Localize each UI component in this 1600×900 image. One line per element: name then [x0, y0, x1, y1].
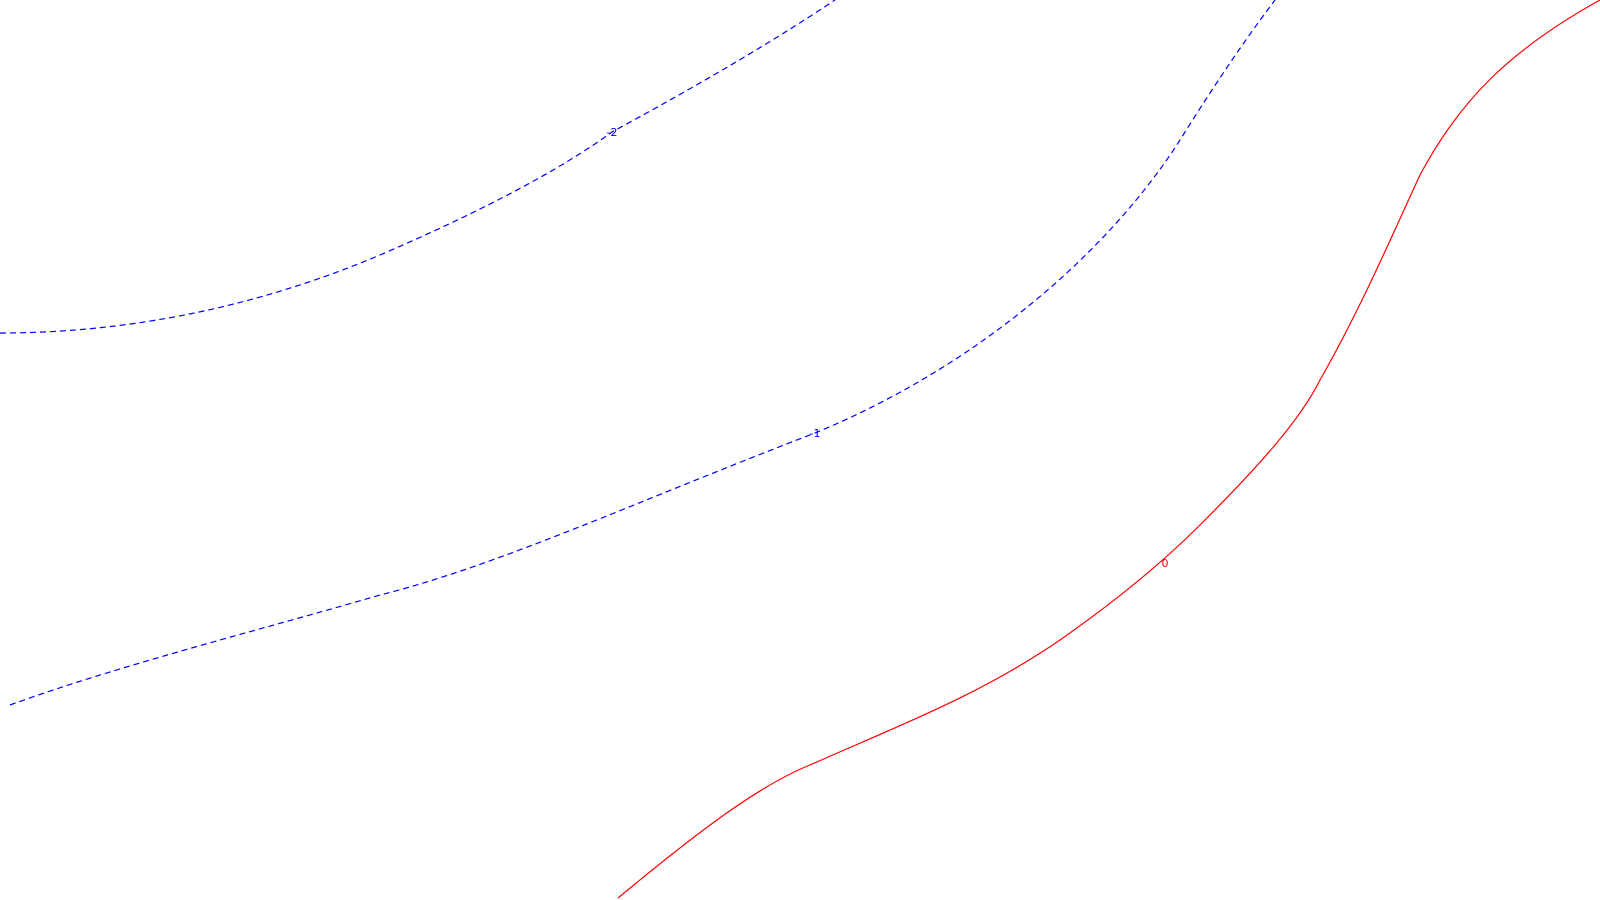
contour-label-0: 0 [1162, 557, 1169, 570]
contour-line-0 [617, 0, 1600, 899]
contour-line-minus-1 [9, 0, 1276, 706]
contour-line-minus-2 [0, 0, 836, 334]
contour-label-minus-2: -2 [607, 126, 618, 139]
contour-label-minus-1: -1 [810, 427, 821, 440]
